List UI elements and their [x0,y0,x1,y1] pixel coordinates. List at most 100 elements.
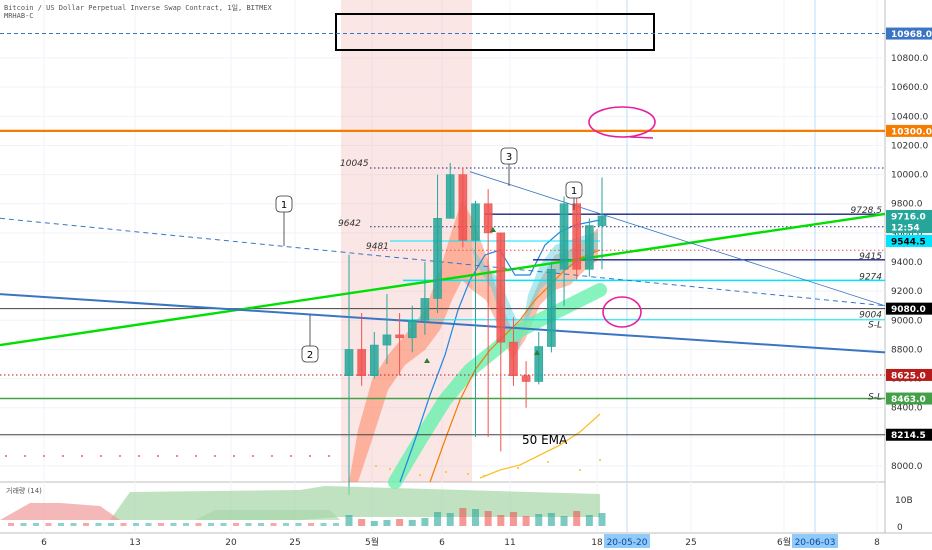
candle [471,200,480,437]
volume-bar [170,523,177,526]
price-tick-label: 10600.0 [891,83,928,93]
price-badge-bg [886,27,932,40]
price-badge-label: 8463.0 [891,395,926,405]
callout-label: 2 [307,350,313,361]
callout: 1 [275,195,293,246]
price-badge: 9080.0 [886,302,932,315]
dot-marker [419,474,421,476]
candle [521,361,531,408]
price-badge-label: 8625.0 [891,371,926,381]
signal-triangle [490,227,496,232]
level-label: 9728.5 [851,206,883,216]
candle [572,196,582,280]
date-badge: 20-06-03 [792,534,838,548]
candle-body [420,298,430,321]
candle-body [483,203,493,234]
candle-body [445,174,455,219]
signal-triangle [424,358,430,363]
dot-marker [271,455,273,457]
candle-body [407,319,417,339]
date-badge-label: 20-05-20 [607,538,648,548]
symbol-title: Bitcoin / US Dollar Perpetual Inverse Sw… [4,4,272,12]
volume-bar [333,523,339,526]
price-tick-label: 10000.0 [891,171,928,181]
price-badge-label: 9544.5 [891,237,926,247]
price-tick-label: 10200.0 [891,141,928,151]
callout-label: 1 [281,200,287,211]
volume-bar [33,523,39,526]
candle-body [382,334,392,346]
volume-bar [195,523,202,526]
dot-marker [100,455,102,457]
dot-marker [579,469,581,471]
candle-body [597,215,607,226]
volume-bar [497,515,505,526]
price-badge: 8463.0 [886,392,932,405]
volume-bar [20,523,27,526]
dot-marker [389,468,391,470]
volume-bar [408,520,416,526]
candle [547,262,556,353]
highlight-circle-tail [629,136,654,139]
dot-marker [62,455,64,457]
volume-label: 거래량 (14) [6,486,42,495]
level-label: S-L [868,321,882,331]
ema-50-line [479,413,601,479]
candle [344,254,354,496]
time-tick-label: 5월 [365,536,379,548]
candle-body [357,349,366,376]
volume-scale-label: 10B [895,496,913,506]
dot-marker [517,467,519,469]
volume-bar [8,523,14,526]
dot-marker [599,459,601,461]
level-label: 10045 [340,159,369,169]
volume-cloud [195,510,340,520]
volume-bar [45,523,52,526]
time-tick-label: 8 [874,538,880,548]
callout-label: 3 [506,152,512,163]
price-badge-bg [886,124,932,137]
dot-marker [252,455,254,457]
volume-bar [522,516,530,526]
price-tick-label: 8800.0 [891,345,923,355]
trendline-blue [0,293,886,354]
volume-pane: 거래량 (14) 10B 0 [0,486,913,533]
price-badge-label: 12:54 [891,224,920,234]
volume-bar [295,523,302,526]
level-label: 9274 [859,272,882,282]
candle [395,313,404,376]
candle-body [559,203,569,270]
candle-body [344,349,354,376]
volume-bar [270,523,277,526]
price-tick-label: 9000.0 [891,316,923,326]
heikin-cloud-bear [349,200,598,482]
price-tick-label: 8400.0 [891,404,923,414]
callout: 1 [565,181,583,210]
volume-bar [283,523,289,526]
volume-bar [370,521,378,526]
price-tick-label: 8000.0 [891,462,923,472]
volume-cloud [0,503,120,520]
price-badge-label: 10968.0 [891,30,932,40]
horizontal-levels [0,33,885,436]
volume-bar [258,523,264,526]
price-tick-label: 10400.0 [891,112,928,122]
candle [534,331,544,385]
volume-bar [459,508,467,526]
dot-marker [309,455,311,457]
candle [585,218,594,277]
volume-bar [233,523,239,526]
trendline-green [0,212,886,347]
volume-bar [509,512,517,526]
date-badge: 20-05-20 [604,534,650,548]
candle-body [509,341,518,376]
price-badge-bg [886,302,932,315]
time-tick-label: 25 [685,538,696,548]
candle [483,189,493,437]
volume-bar [585,515,593,526]
price-badge-bg [886,392,932,405]
price-axis: 8000.08200.08400.08600.08800.09000.09200… [886,27,932,472]
dot-marker [290,455,292,457]
volume-bar [70,523,77,526]
